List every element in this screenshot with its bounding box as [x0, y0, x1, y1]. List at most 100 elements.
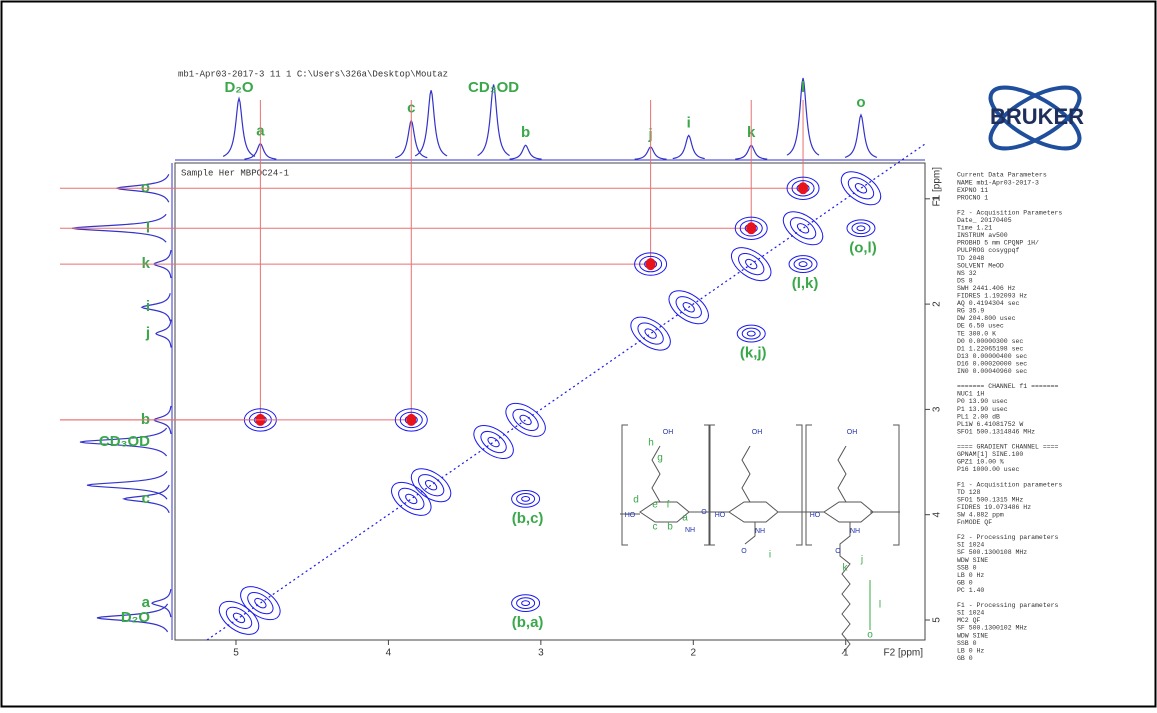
parameter-line: EXPNO 11	[957, 187, 988, 194]
structure-label: c	[653, 522, 658, 533]
parameter-line: WDW SINE	[957, 632, 988, 639]
x-tick-label: 2	[691, 648, 697, 659]
signal-label-top: i	[687, 114, 691, 131]
parameter-line: TD 2048	[957, 255, 984, 262]
parameter-line: F1 - Acquisition parameters	[957, 481, 1062, 488]
parameter-line: Current Data Parameters	[957, 172, 1047, 179]
parameter-line: MC2 QF	[957, 617, 981, 624]
structure-label: O	[701, 509, 707, 516]
parameter-line: D0 0.00000300 sec	[957, 338, 1023, 345]
annotation: (b,a)	[512, 614, 544, 631]
parameter-line: PROCNO 1	[957, 194, 988, 201]
parameter-line: SI 1024	[957, 610, 984, 617]
parameter-line: LB 0 Hz	[957, 647, 984, 654]
structure-label: l	[879, 600, 881, 611]
structure-label: b	[667, 522, 673, 533]
parameter-line: WDW SINE	[957, 557, 988, 564]
signal-label-top: CD₃OD	[468, 79, 519, 96]
x-tick-label: 5	[233, 648, 239, 659]
signal-label-top: b	[521, 124, 530, 141]
parameter-line: GB 0	[957, 655, 973, 662]
parameter-line: ==== GRADIENT CHANNEL ====	[957, 444, 1059, 451]
parameter-line: ======= CHANNEL f1 =======	[957, 383, 1059, 390]
annotation: (b,c)	[512, 510, 544, 527]
y-tick-label: 5	[932, 617, 943, 623]
parameter-line: PROBHD 5 mm CPQNP 1H/	[957, 240, 1039, 247]
x-tick-label: 4	[386, 648, 392, 659]
cross-peak	[406, 414, 416, 426]
x-axis-label: F2 [ppm]	[884, 648, 924, 659]
parameter-line: Time 1.21	[957, 225, 992, 232]
parameter-line: TE 300.0 K	[957, 330, 996, 337]
parameter-line: INSTRUM av500	[957, 232, 1008, 239]
x-tick-label: 3	[538, 648, 544, 659]
parameter-line: SOLVENT MeOD	[957, 262, 1004, 269]
parameter-line: F1 - Processing parameters	[957, 602, 1059, 609]
parameter-line: DS 8	[957, 277, 973, 284]
annotation: (k,j)	[740, 345, 767, 362]
plot-area	[175, 163, 925, 640]
parameter-line: FIDRES 1.192093 Hz	[957, 293, 1027, 300]
annotation: (o,l)	[849, 239, 877, 256]
parameter-line: RG 35.9	[957, 308, 984, 315]
signal-label-left: CD₃OD	[99, 433, 150, 450]
parameter-line: SSB 0	[957, 564, 977, 571]
parameter-line: SWH 2441.406 Hz	[957, 285, 1016, 292]
parameter-line: SF 500.1300108 MHz	[957, 549, 1027, 556]
signal-label-top: D₂O	[224, 79, 253, 96]
parameter-line: P0 13.90 usec	[957, 398, 1008, 405]
parameter-line: PULPROG cosygpqf	[957, 247, 1020, 254]
structure-label: g	[657, 453, 663, 464]
structure-label: o	[867, 630, 873, 641]
structure-label: OH	[847, 429, 858, 436]
parameter-line: Date_ 20170405	[957, 217, 1012, 224]
parameter-line: FIDRES 19.073486 Hz	[957, 504, 1031, 511]
parameter-line: PL1 2.00 dB	[957, 413, 1000, 420]
parameter-line: F2 - Acquisition Parameters	[957, 209, 1062, 216]
signal-label-left: l	[146, 219, 150, 236]
parameter-line: PC 1.40	[957, 587, 984, 594]
parameter-line: D1 1.22065198 sec	[957, 345, 1023, 352]
signal-label-left: c	[142, 490, 150, 507]
structure-label: O	[835, 548, 841, 555]
signal-label-left: k	[142, 255, 151, 272]
structure-label: NH	[685, 527, 695, 534]
parameter-line: SFO1 500.1314846 MHz	[957, 428, 1035, 435]
signal-label-left: D₂O	[121, 609, 150, 626]
structure-label: i	[769, 550, 771, 561]
parameter-line: P1 13.90 usec	[957, 406, 1008, 413]
annotation: (l,k)	[792, 275, 819, 292]
parameter-line: GPNAM[1] SINE.100	[957, 451, 1023, 458]
parameter-line: F2 - Processing parameters	[957, 534, 1059, 541]
parameter-line: D16 0.00020000 sec	[957, 360, 1027, 367]
structure-label: j	[860, 555, 863, 566]
y-tick-label: 4	[932, 511, 943, 517]
structure-label: HO	[715, 512, 726, 519]
header: mb1-Apr03-2017-3 11 1 C:\Users\326a\Desk…	[178, 69, 448, 79]
signal-label-top: o	[856, 94, 865, 111]
parameter-line: LB 0 Hz	[957, 572, 984, 579]
signal-label-left: j	[145, 325, 150, 342]
structure-label: d	[633, 495, 639, 506]
parameter-line: P16 1000.00 usec	[957, 466, 1020, 473]
signal-label-left: i	[146, 298, 150, 315]
structure-label: OH	[663, 429, 674, 436]
parameter-line: GB 0	[957, 579, 973, 586]
y-axis-label: F1 [ppm]	[932, 167, 943, 207]
figure: mb1-Apr03-2017-3 11 1 C:\Users\326a\Desk…	[0, 0, 1157, 708]
parameter-line: SFO1 500.1315 MHz	[957, 496, 1023, 503]
parameter-line: D13 0.00000400 sec	[957, 353, 1027, 360]
structure-label: NH	[755, 528, 765, 535]
parameter-line: SW 4.882 ppm	[957, 511, 1004, 518]
parameter-line: GPZ1 10.00 %	[957, 459, 1004, 466]
structure-label: HO	[625, 512, 636, 519]
parameter-line: AQ 0.4194304 sec	[957, 300, 1020, 307]
structure-label: a	[682, 513, 688, 524]
parameter-line: SSB 0	[957, 640, 977, 647]
parameter-line: DE 6.50 usec	[957, 323, 1004, 330]
cross-peak	[746, 222, 756, 234]
parameter-line: NS 32	[957, 270, 977, 277]
sample-label: Sample Her MBPOC24-1	[181, 168, 289, 178]
parameter-line: PL1W 6.41081752 W	[957, 421, 1023, 428]
logo-text: BRUKER	[990, 104, 1084, 129]
